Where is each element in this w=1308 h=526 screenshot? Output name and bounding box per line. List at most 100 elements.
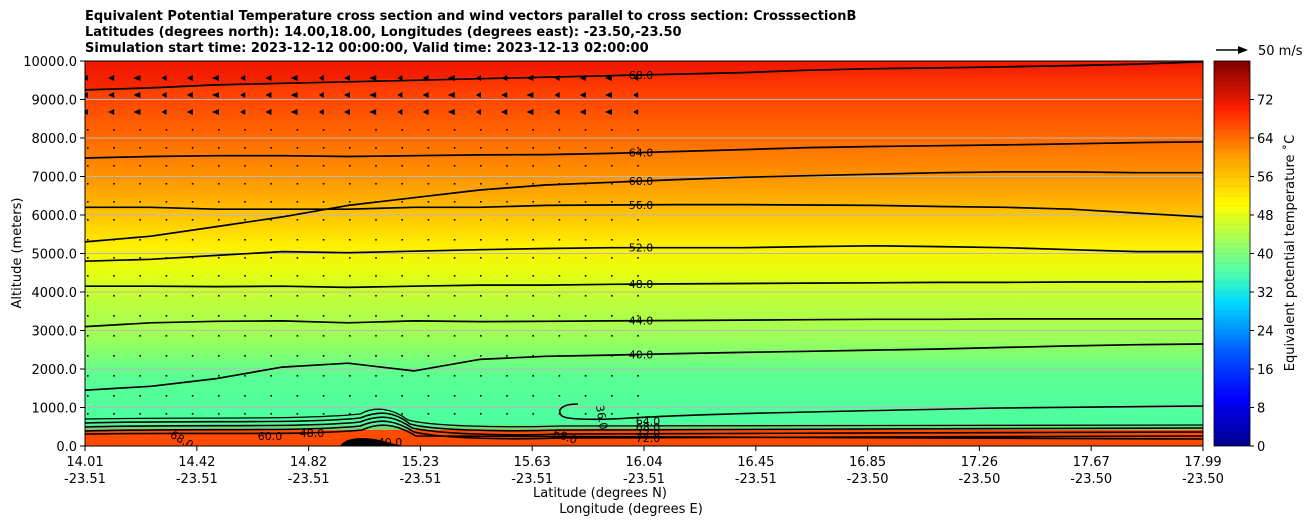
wind-arrow	[85, 92, 88, 98]
wind-arrow	[369, 92, 377, 98]
wind-arrow	[113, 201, 115, 203]
wind-arrow	[191, 147, 194, 149]
wind-arrow	[165, 201, 168, 203]
wind-arrow	[218, 257, 220, 259]
wind-arrow	[139, 295, 141, 297]
wind-arrow	[349, 355, 351, 357]
x-axis: 14.01 -23.51 14.42 -23.51 14.82 -23.51 15.23 -2…	[64, 446, 1224, 487]
x-tick-label-latitude: 16.85	[849, 455, 886, 470]
wind-arrow	[401, 315, 403, 317]
wind-arrow	[139, 395, 141, 397]
wind-arrow	[344, 75, 350, 81]
chart-title-line-2: Latitudes (degrees north): 14.00,18.00, …	[85, 25, 682, 40]
wind-arrow	[113, 295, 115, 297]
wind-arrow	[584, 295, 587, 297]
wind-arrow	[369, 109, 377, 115]
wind-arrow	[296, 395, 299, 397]
x-tick-label-longitude: -23.51	[735, 472, 777, 487]
wind-arrow	[139, 335, 141, 337]
wind-arrow	[501, 92, 508, 98]
wind-arrow	[558, 129, 561, 131]
wind-arrow	[133, 109, 141, 115]
contour-line-52	[85, 244, 1203, 263]
wind-arrow	[265, 75, 272, 81]
wind-arrow	[637, 219, 639, 221]
wind-arrow	[401, 201, 403, 203]
wind-arrow	[296, 315, 299, 317]
wind-arrow	[453, 219, 456, 221]
wind-arrow	[87, 129, 89, 131]
wind-arrow	[401, 147, 403, 149]
wind-arrow	[212, 75, 219, 81]
wind-arrow	[447, 109, 455, 115]
wind-arrow	[87, 147, 89, 149]
wind-arrow	[191, 413, 194, 415]
wind-arrow	[532, 183, 534, 185]
wind-arrow	[506, 219, 508, 221]
wind-arrow	[453, 147, 456, 149]
y-tick-label: 3000.0	[32, 325, 78, 340]
wind-arrow	[349, 257, 351, 259]
y-axis: 0.0 1000.0 2000.0 3000.0 4000.0 5000.0 6000.0 7…	[23, 55, 85, 455]
wind-arrow	[611, 129, 613, 131]
wind-arrow	[375, 275, 377, 277]
wind-arrow	[165, 239, 168, 241]
wind-arrow	[422, 109, 429, 115]
wind-arrow	[296, 147, 299, 149]
y-axis-title: Altitude (meters)	[10, 198, 25, 309]
wind-arrow	[480, 413, 482, 415]
wind-arrow	[265, 109, 272, 115]
wind-arrow	[427, 395, 430, 397]
wind-arrow	[558, 219, 561, 221]
wind-arrow	[401, 413, 403, 415]
wind-arrow	[584, 201, 587, 203]
wind-arrow	[244, 201, 246, 203]
wind-arrow	[447, 92, 455, 98]
wind-arrow	[244, 335, 246, 337]
wind-arrow	[165, 219, 168, 221]
wind-arrow	[554, 109, 560, 115]
wind-arrow	[318, 75, 324, 81]
wind-arrow	[401, 395, 403, 397]
y-tick-label: 2000.0	[32, 363, 78, 378]
wind-arrow	[375, 315, 377, 317]
wind-arrow	[506, 335, 508, 337]
wind-arrow	[480, 315, 482, 317]
x-axis-title-latitude: Latitude (degrees N)	[533, 486, 667, 501]
wind-arrow	[322, 335, 325, 337]
wind-arrow	[296, 201, 299, 203]
y-tick-label: 6000.0	[32, 209, 78, 224]
wind-arrow	[113, 335, 115, 337]
wind-arrow	[375, 147, 377, 149]
wind-arrow	[584, 219, 587, 221]
wind-arrow	[584, 413, 587, 415]
wind-arrow	[85, 109, 88, 115]
wind-arrow	[637, 239, 639, 241]
wind-arrow	[480, 165, 482, 167]
wind-arrow	[526, 109, 534, 115]
wind-arrow	[139, 129, 141, 131]
wind-arrow	[139, 355, 141, 357]
wind-arrow	[584, 315, 587, 317]
x-tick-label-longitude: -23.50	[1070, 472, 1112, 487]
wind-arrow	[165, 413, 168, 415]
wind-arrow	[349, 183, 351, 185]
x-axis-title-longitude: Longitude (degrees E)	[559, 502, 703, 517]
wind-arrow	[108, 92, 115, 98]
wind-arrow	[401, 257, 403, 259]
wind-arrow	[349, 375, 351, 377]
wind-arrow	[369, 75, 377, 81]
wind-arrow	[165, 355, 168, 357]
wind-arrow	[401, 183, 403, 185]
wind-arrow	[139, 183, 141, 185]
contour-line-64	[85, 140, 1203, 159]
wind-arrow	[427, 257, 430, 259]
wind-arrow	[244, 375, 246, 377]
wind-arrow	[322, 275, 325, 277]
contour-label-48: 48.0	[629, 278, 654, 291]
wind-arrow	[558, 239, 561, 241]
wind-arrow	[139, 147, 141, 149]
wind-arrow	[349, 275, 351, 277]
wind-arrow	[296, 183, 299, 185]
